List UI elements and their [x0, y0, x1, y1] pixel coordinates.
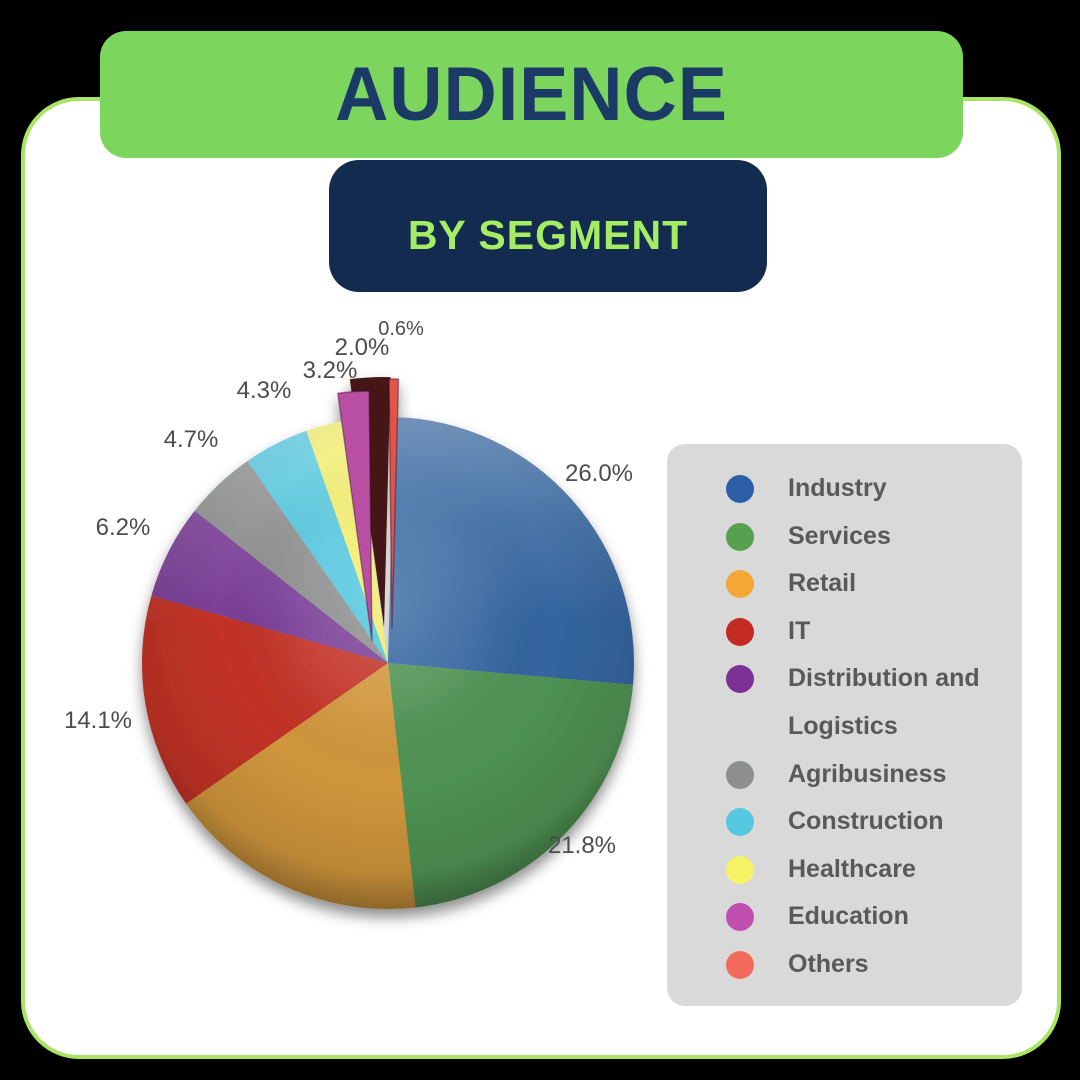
- header-banner: AUDIENCE: [100, 31, 963, 158]
- legend-item-label: IT: [788, 616, 811, 645]
- legend-item: Services: [667, 513, 1022, 561]
- legend-swatch-icon: [726, 617, 754, 646]
- legend-item-label: Agribusiness: [788, 759, 947, 788]
- legend-item: Distribution and Logistics: [667, 655, 1022, 750]
- legend-item-label: Education: [788, 902, 909, 931]
- legend-swatch-icon: [726, 903, 754, 932]
- legend-item: IT: [667, 608, 1022, 656]
- slice-percentage-label: 2.0%: [335, 334, 390, 361]
- legend-item-label: Construction: [788, 807, 944, 836]
- pie-slice-others: [388, 378, 400, 630]
- slice-percentage-label: 21.8%: [548, 832, 616, 859]
- pie-body: [141, 377, 634, 910]
- legend-item: Education: [667, 893, 1022, 941]
- pie-highlight: [142, 417, 634, 909]
- legend-item: Healthcare: [667, 846, 1022, 894]
- legend-item: Industry: [667, 465, 1022, 513]
- legend-item: Construction: [667, 798, 1022, 846]
- legend-swatch-icon: [726, 665, 754, 694]
- page-title: AUDIENCE: [335, 52, 728, 137]
- page-subtitle: BY SEGMENT: [407, 211, 689, 258]
- legend-item-label: Distribution and Logistics: [788, 664, 980, 740]
- slice-percentage-label: 26.0%: [565, 460, 633, 487]
- legend-swatch-icon: [726, 760, 754, 789]
- legend-item-label: Healthcare: [788, 854, 916, 883]
- legend-swatch-icon: [726, 808, 754, 837]
- slice-percentage-label: 4.3%: [237, 377, 292, 404]
- legend-item-label: Industry: [788, 474, 887, 502]
- legend-swatch-icon: [726, 522, 754, 551]
- slice-percentage-label: 6.2%: [96, 514, 151, 541]
- legend-swatch-icon: [726, 950, 754, 979]
- legend-item-label: Retail: [788, 569, 857, 598]
- legend-swatch-icon: [726, 855, 754, 884]
- slice-percentage-label: 4.7%: [164, 426, 219, 453]
- slice-percentage-label: 3.2%: [303, 357, 358, 384]
- legend-item: Retail: [667, 560, 1022, 608]
- legend-item: Others: [667, 941, 1022, 989]
- subtitle-banner: BY SEGMENT: [329, 160, 767, 292]
- legend-item-label: Services: [788, 521, 891, 550]
- legend-item-label: Others: [788, 949, 869, 978]
- legend-swatch-icon: [726, 570, 754, 599]
- legend-swatch-icon: [726, 475, 754, 503]
- pie-slice-education: [337, 390, 373, 642]
- pie-labels: 26.0% 21.8% 14.1% 6.2% 4.7% 4.3% 3.2%2.0%0.6%: [64, 318, 633, 859]
- slice-percentage-label: 0.6%: [378, 318, 424, 340]
- legend-item: Agribusiness: [667, 751, 1022, 799]
- slice-percentage-label: 14.1%: [64, 707, 132, 734]
- legend: Industry Services Retail IT Distribution and…: [667, 444, 1022, 1006]
